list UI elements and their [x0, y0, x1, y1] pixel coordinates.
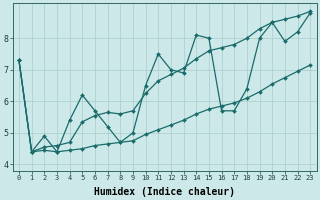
X-axis label: Humidex (Indice chaleur): Humidex (Indice chaleur)	[94, 186, 235, 197]
